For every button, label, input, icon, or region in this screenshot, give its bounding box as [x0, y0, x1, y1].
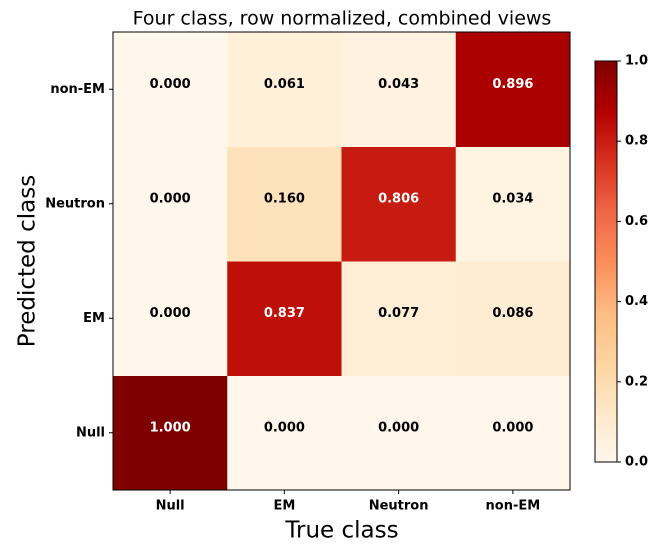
y-tick-label: EM	[83, 311, 105, 326]
cell-label: 0.160	[264, 191, 305, 206]
y-tick-label: non-EM	[50, 82, 105, 97]
colorbar	[594, 60, 618, 463]
cell-label: 0.077	[378, 306, 419, 321]
plot-frame	[112, 31, 571, 491]
cell-label: 0.000	[492, 420, 533, 435]
heatmap-cell	[227, 146, 342, 262]
cell-label: 0.043	[378, 77, 419, 92]
cell-label: 0.000	[150, 306, 191, 321]
heatmap-cell	[227, 375, 342, 491]
heatmap-cell	[455, 146, 571, 262]
chart-title: Four class, row normalized, combined vie…	[133, 8, 552, 30]
cell-label: 0.000	[378, 420, 419, 435]
cell-label: 0.000	[150, 77, 191, 92]
cell-label: 0.806	[378, 191, 419, 206]
cell-label: 0.034	[492, 191, 533, 206]
cell-label: 0.000	[264, 420, 305, 435]
colorbar-tick-label: 1.0	[625, 54, 648, 69]
x-tick-label: Neutron	[369, 499, 429, 514]
x-axis-label: True class	[284, 518, 398, 544]
heatmap-cell	[341, 32, 457, 147]
y-tick-label: Null	[76, 425, 105, 440]
y-tick-label: Neutron	[45, 196, 105, 211]
colorbar-tick-label: 0.4	[625, 294, 648, 309]
cell-label: 0.000	[150, 191, 191, 206]
x-tick-label: Null	[156, 499, 185, 514]
heatmap-cell	[113, 261, 228, 376]
colorbar-tick-label: 0.6	[625, 214, 648, 229]
heatmap-cell	[227, 32, 342, 147]
heatmap-cell	[455, 32, 571, 147]
heatmap-cell	[227, 261, 342, 376]
colorbar-tick-label: 0.8	[625, 134, 648, 149]
colorbar-tick-label: 0.0	[625, 455, 648, 470]
heatmap-cell	[113, 146, 228, 262]
cell-label: 0.061	[264, 77, 305, 92]
cell-label: 1.000	[150, 420, 191, 435]
x-tick-label: EM	[273, 499, 295, 514]
heatmap-cell	[455, 375, 571, 491]
heatmap-cell	[113, 32, 228, 147]
cell-label: 0.896	[492, 77, 533, 92]
x-tick-label: non-EM	[486, 499, 541, 514]
heatmap-cell	[455, 261, 571, 376]
heatmap-cell	[341, 261, 457, 376]
cell-label: 0.837	[264, 306, 305, 321]
y-axis-label: Predicted class	[15, 175, 41, 347]
colorbar-tick-label: 0.2	[625, 374, 648, 389]
heatmap-cell	[113, 375, 228, 491]
heatmap-cell	[341, 375, 457, 491]
heatmap-cell	[341, 146, 457, 262]
cell-label: 0.086	[492, 306, 533, 321]
